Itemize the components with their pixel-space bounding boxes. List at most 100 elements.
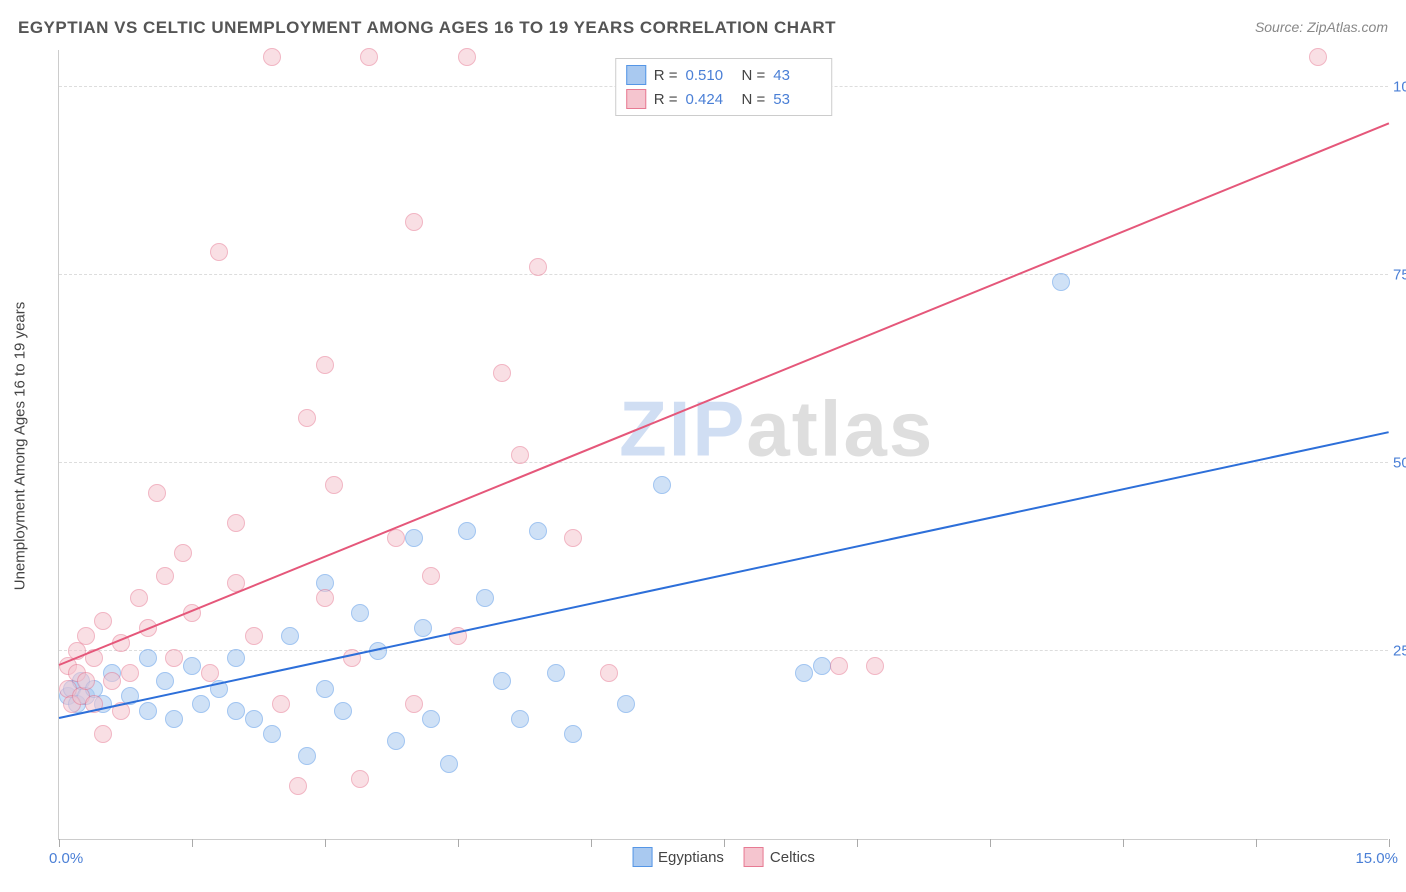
data-point-egyptians	[529, 522, 547, 540]
swatch-egyptians	[626, 65, 646, 85]
n-label: N =	[742, 91, 766, 108]
data-point-egyptians	[263, 725, 281, 743]
data-point-celtics	[77, 627, 95, 645]
data-point-celtics	[316, 589, 334, 607]
legend-item-celtics: Celtics	[744, 847, 815, 867]
data-point-celtics	[94, 612, 112, 630]
data-point-egyptians	[245, 710, 263, 728]
data-point-egyptians	[476, 589, 494, 607]
data-point-celtics	[148, 484, 166, 502]
data-point-egyptians	[653, 476, 671, 494]
n-value-egyptians: 43	[773, 67, 821, 84]
x-axis-label-min: 0.0%	[49, 850, 83, 867]
data-point-celtics	[387, 529, 405, 547]
data-point-egyptians	[813, 657, 831, 675]
data-point-celtics	[227, 514, 245, 532]
data-point-egyptians	[192, 695, 210, 713]
data-point-egyptians	[281, 627, 299, 645]
data-point-celtics	[529, 258, 547, 276]
data-point-egyptians	[351, 604, 369, 622]
x-tick	[1123, 839, 1124, 847]
gridline	[59, 650, 1388, 651]
data-point-egyptians	[139, 649, 157, 667]
data-point-egyptians	[165, 710, 183, 728]
data-point-celtics	[156, 567, 174, 585]
n-value-celtics: 53	[773, 91, 821, 108]
n-label: N =	[742, 67, 766, 84]
data-point-celtics	[511, 446, 529, 464]
data-point-celtics	[405, 695, 423, 713]
data-point-egyptians	[316, 680, 334, 698]
x-tick	[1389, 839, 1390, 847]
data-point-celtics	[174, 544, 192, 562]
data-point-egyptians	[227, 702, 245, 720]
data-point-celtics	[165, 649, 183, 667]
y-tick-label: 75.0%	[1393, 266, 1406, 283]
data-point-celtics	[316, 356, 334, 374]
y-tick-label: 25.0%	[1393, 642, 1406, 659]
r-label: R =	[654, 91, 678, 108]
data-point-egyptians	[458, 522, 476, 540]
watermark: ZIPatlas	[619, 383, 934, 474]
data-point-celtics	[866, 657, 884, 675]
data-point-egyptians	[511, 710, 529, 728]
data-point-egyptians	[183, 657, 201, 675]
stats-row-egyptians: R = 0.510 N = 43	[626, 63, 822, 87]
data-point-celtics	[325, 476, 343, 494]
data-point-celtics	[458, 48, 476, 66]
scatter-chart: R = 0.510 N = 43 R = 0.424 N = 53 ZIPatl…	[58, 50, 1388, 840]
data-point-egyptians	[156, 672, 174, 690]
x-tick	[990, 839, 991, 847]
legend-label-egyptians: Egyptians	[658, 849, 724, 866]
stats-legend: R = 0.510 N = 43 R = 0.424 N = 53	[615, 58, 833, 116]
data-point-egyptians	[547, 664, 565, 682]
data-point-celtics	[298, 409, 316, 427]
series-legend: Egyptians Celtics	[632, 847, 815, 867]
legend-label-celtics: Celtics	[770, 849, 815, 866]
legend-swatch-celtics	[744, 847, 764, 867]
trend-line-egyptians	[59, 431, 1389, 719]
data-point-egyptians	[334, 702, 352, 720]
data-point-celtics	[1309, 48, 1327, 66]
stats-row-celtics: R = 0.424 N = 53	[626, 87, 822, 111]
data-point-celtics	[121, 664, 139, 682]
data-point-celtics	[210, 243, 228, 261]
x-tick	[59, 839, 60, 847]
data-point-celtics	[360, 48, 378, 66]
data-point-celtics	[830, 657, 848, 675]
r-value-celtics: 0.424	[686, 91, 734, 108]
data-point-celtics	[289, 777, 307, 795]
swatch-celtics	[626, 89, 646, 109]
data-point-egyptians	[795, 664, 813, 682]
x-axis-label-max: 15.0%	[1355, 850, 1398, 867]
data-point-celtics	[103, 672, 121, 690]
data-point-celtics	[564, 529, 582, 547]
legend-swatch-egyptians	[632, 847, 652, 867]
data-point-egyptians	[1052, 273, 1070, 291]
y-tick-label: 50.0%	[1393, 454, 1406, 471]
data-point-egyptians	[564, 725, 582, 743]
r-value-egyptians: 0.510	[686, 67, 734, 84]
data-point-celtics	[263, 48, 281, 66]
gridline	[59, 462, 1388, 463]
x-tick	[192, 839, 193, 847]
data-point-celtics	[493, 364, 511, 382]
y-axis-title: Unemployment Among Ages 16 to 19 years	[12, 302, 29, 591]
data-point-egyptians	[298, 747, 316, 765]
source-name: ZipAtlas.com	[1307, 19, 1388, 35]
r-label: R =	[654, 67, 678, 84]
data-point-celtics	[351, 770, 369, 788]
data-point-egyptians	[227, 649, 245, 667]
data-point-celtics	[405, 213, 423, 231]
data-point-egyptians	[440, 755, 458, 773]
data-point-celtics	[600, 664, 618, 682]
data-point-egyptians	[493, 672, 511, 690]
data-point-celtics	[77, 672, 95, 690]
data-point-celtics	[130, 589, 148, 607]
y-tick-label: 100.0%	[1393, 78, 1406, 95]
data-point-egyptians	[405, 529, 423, 547]
data-point-egyptians	[139, 702, 157, 720]
x-tick	[591, 839, 592, 847]
x-tick	[1256, 839, 1257, 847]
data-point-celtics	[272, 695, 290, 713]
